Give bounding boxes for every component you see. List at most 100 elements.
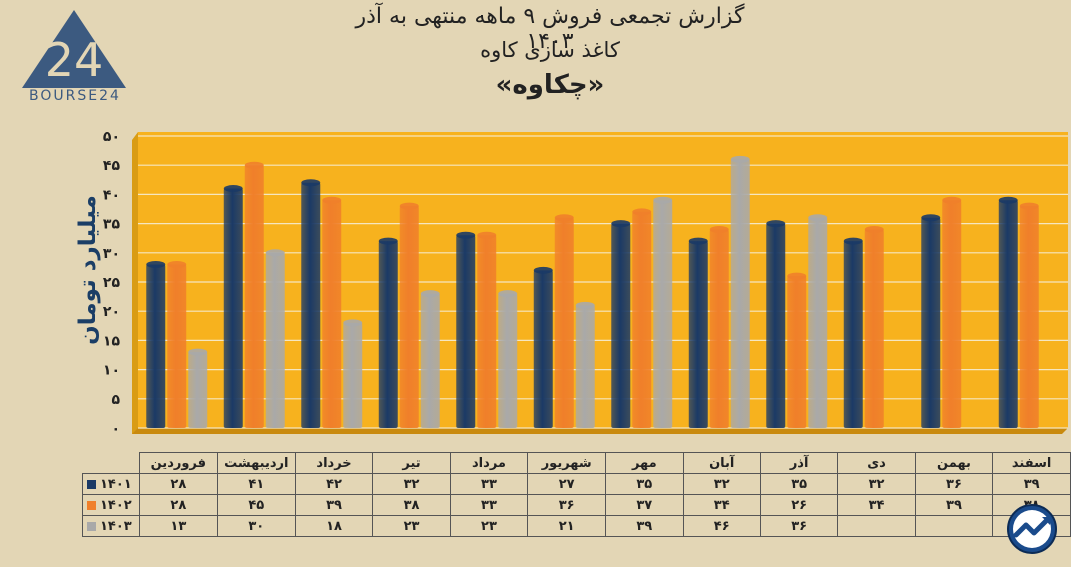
x-tick-label: مهر — [605, 452, 684, 474]
bar — [188, 352, 208, 428]
bar-cap — [533, 266, 553, 274]
bar — [808, 217, 828, 428]
trend-badge-icon — [1007, 504, 1057, 554]
bar — [998, 200, 1018, 428]
company-symbol: «چکاوه» — [495, 70, 605, 100]
x-tick-label: دی — [837, 452, 916, 474]
table-row: ۱۴۰۳ ۱۳ ۳۰ ۱۸ ۲۳ ۲۳ ۲۱ ۳۹ ۴۶ ۳۶ — [82, 515, 1071, 537]
bar — [554, 217, 574, 428]
bar-cap — [188, 348, 208, 356]
y-tick-label: ۳۵ — [103, 217, 121, 233]
plot-floor — [132, 428, 1068, 434]
data-label: ۳۵ — [759, 473, 839, 495]
bar-cap — [1019, 202, 1039, 210]
data-label: ۳۶ — [759, 515, 839, 537]
data-label: ۲۸ — [138, 473, 218, 495]
data-label: ۲۷ — [527, 473, 607, 495]
data-label: ۳۹ — [914, 494, 994, 516]
bar-cap — [223, 185, 243, 193]
plot-background — [138, 132, 1068, 428]
bar-cap — [420, 290, 440, 298]
y-tick-label: ۳۰ — [103, 246, 120, 262]
y-tick-label: ۵ — [111, 392, 120, 408]
bar — [322, 200, 342, 428]
bar-cap — [611, 220, 631, 228]
bar-cap — [265, 249, 285, 257]
data-table: فروردین اردیبهشت خرداد تیر مرداد شهریور مهر آبا… — [82, 452, 1071, 537]
bar-cap — [709, 225, 729, 233]
x-tick-label: تیر — [372, 452, 451, 474]
bar-cap — [456, 231, 476, 239]
table-corner — [83, 453, 140, 474]
x-tick-label: آبان — [682, 452, 761, 474]
bar-cap — [301, 179, 321, 187]
bar-cap — [843, 237, 863, 245]
svg-text:24: 24 — [45, 33, 104, 87]
x-tick-label: اردیبهشت — [216, 452, 296, 474]
bar-cap — [498, 290, 518, 298]
bar — [223, 188, 243, 428]
bar-cap — [653, 196, 673, 204]
bar — [843, 241, 863, 428]
bar-cap — [998, 196, 1018, 204]
bar-cap — [146, 260, 166, 268]
bar — [477, 235, 497, 428]
legend-label: ۱۴۰۱ — [100, 476, 132, 492]
data-label: ۳۲ — [682, 473, 761, 495]
bar — [146, 264, 166, 428]
bar — [399, 206, 419, 428]
x-tick-label: بهمن — [914, 452, 994, 474]
y-tick-label: ۰ — [111, 421, 120, 437]
bar-cap — [244, 161, 264, 169]
data-label: ۲۸ — [138, 494, 218, 516]
bar — [533, 270, 553, 428]
legend-label: ۱۴۰۲ — [100, 497, 132, 513]
bar-cap — [921, 214, 941, 222]
data-label: ۳۴ — [682, 494, 761, 516]
y-tick-label: ۲۵ — [103, 275, 121, 291]
x-tick-label: آذر — [759, 452, 839, 474]
data-label — [914, 515, 994, 537]
bar — [456, 235, 476, 428]
legend-entry: ۱۴۰۲ — [82, 494, 140, 516]
data-label: ۳۵ — [605, 473, 684, 495]
bar — [301, 182, 321, 428]
bar-cap — [575, 301, 595, 309]
bar — [653, 200, 673, 428]
bar — [575, 305, 595, 428]
x-tick-label: خرداد — [294, 452, 374, 474]
data-label: ۳۸ — [372, 494, 451, 516]
table-row: ۱۴۰۲۲۸۴۵۳۹۳۸۳۳۳۶۳۷۳۴۲۶۳۴۳۹۳۸ — [82, 494, 1071, 516]
data-label: ۴۵ — [216, 494, 296, 516]
data-label: ۲۳ — [449, 515, 529, 537]
y-tick-label: ۵۰ — [103, 129, 120, 145]
bar — [730, 159, 750, 429]
y-tick-label: ۴۵ — [103, 158, 121, 174]
bar-cap — [864, 225, 884, 233]
data-label: ۳۹ — [605, 515, 684, 537]
bar — [343, 322, 363, 428]
bar-cap — [167, 260, 187, 268]
bar-cap — [322, 196, 342, 204]
legend-swatch — [87, 500, 96, 510]
bar — [265, 252, 285, 428]
bar-cap — [808, 214, 828, 222]
bar-cap — [632, 208, 652, 216]
bar — [498, 293, 518, 428]
data-label: ۴۲ — [294, 473, 374, 495]
bar-cap — [554, 214, 574, 222]
data-label: ۳۹ — [294, 494, 374, 516]
bar — [1019, 206, 1039, 428]
data-label: ۳۷ — [605, 494, 684, 516]
y-tick-label: ۲۰ — [103, 304, 120, 320]
bar-cap — [378, 237, 398, 245]
logo-text: BOURSE24 — [29, 88, 121, 104]
data-label: ۳۰ — [216, 515, 296, 537]
bar — [942, 200, 962, 428]
legend-entry: ۱۴۰۱ — [82, 473, 140, 495]
bourse24-logo: 24 — [22, 10, 126, 88]
x-tick-label: اسفند — [992, 452, 1071, 474]
data-label: ۳۶ — [914, 473, 994, 495]
y-tick-label: ۱۵ — [103, 333, 121, 349]
bar-cap — [688, 237, 708, 245]
